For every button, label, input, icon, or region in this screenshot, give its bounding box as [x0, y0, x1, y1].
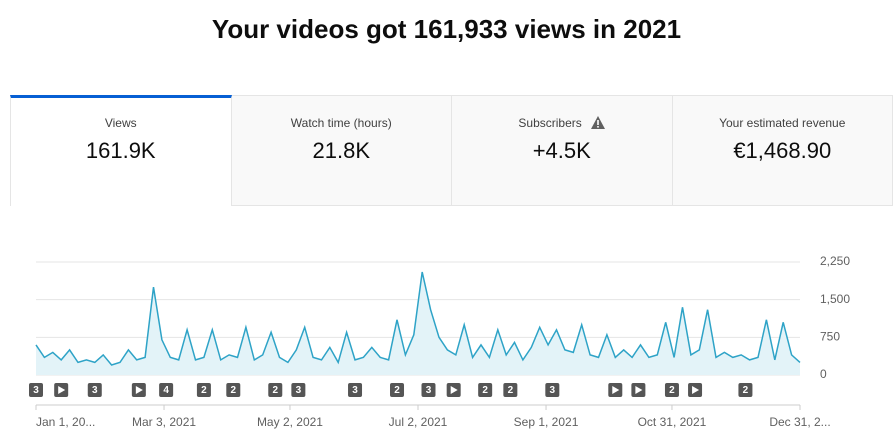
tab-value: +4.5K: [532, 138, 591, 163]
video-marker[interactable]: 2: [664, 383, 679, 397]
x-tick-label: Mar 3, 2021: [132, 415, 196, 429]
video-marker[interactable]: 3: [348, 383, 363, 397]
x-tick-label: May 2, 2021: [257, 415, 323, 429]
marker-box: [503, 383, 518, 397]
marker-count: 2: [508, 385, 514, 396]
marker-count: 2: [231, 385, 237, 396]
video-marker[interactable]: 2: [738, 383, 753, 397]
marker-box: [87, 383, 102, 397]
metric-tabs: Views 161.9K Watch time (hours) 21.8K Su…: [10, 95, 893, 206]
tab-label-text: Subscribers: [518, 116, 582, 130]
tab-label: Watch time (hours): [290, 116, 392, 130]
marker-count: 2: [669, 385, 675, 396]
tab-value: 21.8K: [312, 138, 371, 163]
tab-value: 161.9K: [85, 138, 156, 163]
play-icon: [58, 386, 66, 394]
tab-label: Subscribers: [452, 116, 672, 130]
marker-box: [291, 383, 306, 397]
marker-box: [159, 383, 174, 397]
video-marker[interactable]: 2: [478, 383, 493, 397]
video-marker[interactable]: [631, 383, 646, 397]
play-icon: [450, 386, 458, 394]
video-marker[interactable]: 2: [390, 383, 405, 397]
y-tick-label: 2,250: [820, 254, 850, 268]
marker-box: [226, 383, 241, 397]
video-marker[interactable]: [688, 383, 703, 397]
marker-count: 3: [33, 385, 39, 396]
video-marker[interactable]: 3: [29, 383, 43, 397]
tab-label: Your estimated revenue: [719, 116, 846, 130]
marker-count: 2: [272, 385, 278, 396]
marker-count: 3: [352, 385, 358, 396]
play-icon: [612, 386, 620, 394]
views-chart: 0 750 1,500 2,250 Jan 1, 20... Mar 3, 2021 May…: [29, 254, 850, 429]
x-tick-label: Jan 1, 20...: [36, 415, 95, 429]
marker-count: 3: [92, 385, 98, 396]
marker-count: 2: [743, 385, 749, 396]
play-icon: [135, 386, 143, 394]
tab-value: €1,468.90: [733, 138, 832, 163]
marker-box: [738, 383, 753, 397]
video-marker[interactable]: 3: [87, 383, 102, 397]
y-tick-label: 1,500: [820, 292, 850, 306]
area: [36, 272, 800, 375]
marker-box: [664, 383, 679, 397]
marker-box: [196, 383, 211, 397]
marker-count: 2: [394, 385, 400, 396]
marker-count: 4: [163, 385, 169, 396]
x-tick-label: Dec 31, 2...: [769, 415, 830, 429]
video-marker[interactable]: 4: [159, 383, 174, 397]
marker-box: [29, 383, 43, 397]
video-marker[interactable]: [446, 383, 461, 397]
marker-box: [348, 383, 363, 397]
marker-count: 3: [426, 385, 432, 396]
metric-tab[interactable]: Watch time (hours) 21.8K: [231, 95, 452, 206]
play-icon: [635, 386, 643, 394]
marker-box: [421, 383, 436, 397]
video-marker[interactable]: 3: [421, 383, 436, 397]
video-marker[interactable]: 2: [226, 383, 241, 397]
marker-count: 3: [550, 385, 556, 396]
marker-box: [478, 383, 493, 397]
metric-tab[interactable]: Views 161.9K: [10, 95, 232, 206]
tab-label: Views: [104, 116, 137, 130]
y-tick-label: 750: [820, 330, 840, 344]
marker-count: 3: [296, 385, 302, 396]
marker-box: [545, 383, 560, 397]
x-tick-label: Jul 2, 2021: [389, 415, 448, 429]
x-tick-label: Sep 1, 2021: [514, 415, 579, 429]
video-marker[interactable]: 3: [545, 383, 560, 397]
x-tick-label: Oct 31, 2021: [638, 415, 707, 429]
metric-tab[interactable]: Your estimated revenue €1,468.90: [672, 95, 893, 206]
play-icon: [692, 386, 700, 394]
page-title: Your videos got 161,933 views in 2021: [211, 14, 682, 44]
video-marker[interactable]: [54, 383, 69, 397]
marker-count: 2: [482, 385, 488, 396]
marker-box: [390, 383, 405, 397]
metric-tab[interactable]: Subscribers +4.5K: [452, 95, 673, 206]
video-marker[interactable]: [608, 383, 623, 397]
video-marker[interactable]: 3: [291, 383, 306, 397]
video-marker[interactable]: 2: [196, 383, 211, 397]
line: [35, 271, 801, 366]
video-marker[interactable]: 2: [503, 383, 518, 397]
y-tick-label: 0: [820, 367, 827, 381]
marker-box: [268, 383, 283, 397]
warning-icon[interactable]: [591, 116, 606, 129]
marker-count: 2: [201, 385, 207, 396]
video-marker[interactable]: [131, 383, 146, 397]
video-marker[interactable]: 2: [268, 383, 283, 397]
